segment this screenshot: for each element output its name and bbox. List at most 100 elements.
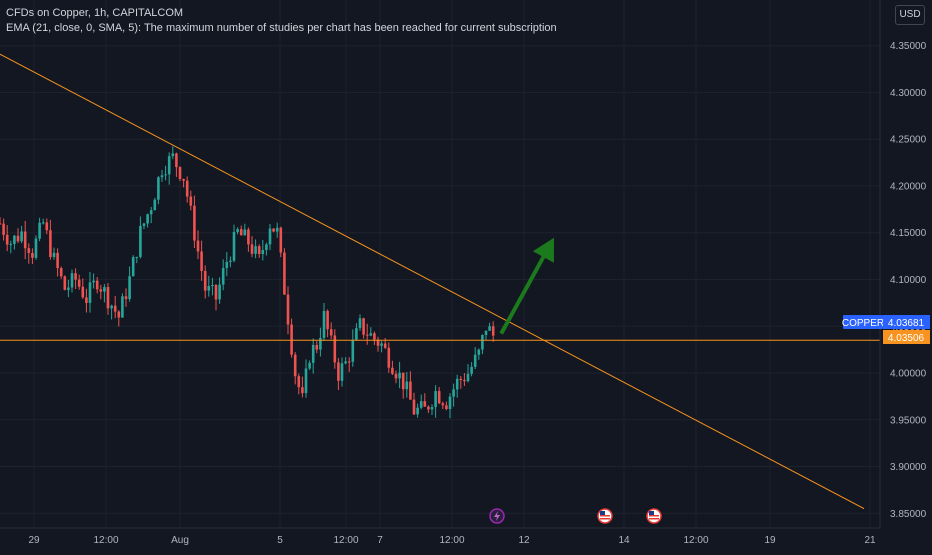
candle-body: [376, 339, 380, 346]
candle-body: [182, 178, 185, 181]
time-tick-label: 12: [518, 535, 530, 546]
candle-body: [355, 328, 358, 340]
candle-body: [347, 361, 351, 363]
lightning-icon-bolt: [494, 511, 500, 521]
candle-body: [293, 354, 297, 377]
time-tick-label: 12:00: [93, 535, 118, 546]
candle-body: [401, 372, 405, 390]
price-tick-label: 3.90000: [890, 462, 927, 473]
candle-body: [484, 330, 488, 335]
candle-body: [283, 252, 286, 295]
candle-body: [178, 167, 182, 179]
candle-body: [175, 153, 178, 168]
us-flag-icon-canton: [649, 511, 654, 515]
candle-body: [470, 366, 473, 374]
candle-body: [185, 180, 189, 197]
candle-body: [34, 238, 38, 258]
candle-body: [463, 379, 466, 382]
candle-body: [265, 244, 268, 251]
candle-body: [128, 276, 131, 300]
us-flag-icon[interactable]: [597, 508, 613, 524]
candle-body: [272, 228, 275, 232]
bullish-arrow: [499, 237, 554, 335]
currency-button[interactable]: USD: [895, 5, 925, 25]
candle-body: [434, 391, 437, 408]
candle-body: [261, 250, 265, 255]
candle-body: [139, 225, 142, 257]
us-flag-icon-stripe: [649, 515, 659, 517]
candle-body: [419, 401, 423, 408]
candle-body: [2, 223, 5, 235]
candle-body: [286, 294, 290, 325]
candle-body: [236, 229, 239, 233]
candle-body: [297, 376, 301, 388]
candle-body: [441, 403, 445, 406]
level-price-tag: [883, 330, 930, 344]
candle-body: [398, 372, 401, 379]
candle-body: [196, 240, 200, 252]
candle-body: [445, 405, 448, 410]
candle-body: [189, 196, 193, 206]
candle-body: [239, 229, 243, 236]
candle-body: [329, 329, 333, 336]
chart-legend: CFDs on Copper, 1h, CAPITALCOM EMA (21, …: [6, 6, 557, 36]
time-tick-label: 7: [377, 535, 383, 546]
candle-body: [409, 381, 412, 400]
candle-body: [157, 177, 160, 200]
candle-body: [149, 210, 153, 215]
level-price-label: 4.03506: [888, 333, 925, 344]
candle-body: [200, 251, 203, 272]
overlays: [0, 53, 880, 510]
study-legend[interactable]: EMA (21, close, 0, SMA, 5): The maximum …: [6, 22, 557, 34]
candle-body: [232, 232, 236, 261]
candle-body: [488, 326, 491, 331]
candle-body: [41, 222, 45, 224]
candle-body: [121, 296, 124, 318]
candle-body: [95, 280, 99, 290]
us-flag-icon[interactable]: [646, 508, 662, 524]
candle-body: [304, 368, 308, 394]
candle-body: [142, 223, 146, 226]
candle-body: [99, 289, 103, 292]
last-price-tag: [883, 315, 930, 329]
candle-body: [247, 229, 250, 245]
candle-body: [448, 396, 452, 410]
candle-body: [473, 354, 477, 367]
candle-body: [81, 286, 85, 298]
time-tick-label: 14: [618, 535, 630, 546]
lightning-icon[interactable]: [489, 508, 505, 524]
candle-body: [38, 222, 41, 239]
time-tick-label: 21: [864, 535, 876, 546]
candle-body: [394, 373, 398, 379]
candle-body: [481, 334, 484, 350]
candle-body: [365, 334, 369, 336]
candle-body: [373, 333, 376, 340]
candle-body: [268, 228, 272, 245]
candle-body: [117, 311, 121, 318]
candle-body: [337, 362, 340, 381]
symbol-tag: [843, 315, 883, 329]
candle-body: [211, 285, 214, 287]
candle-body: [319, 337, 322, 350]
candle-body: [290, 324, 293, 355]
price-axis-panel: [880, 0, 932, 550]
candle-body: [362, 318, 365, 335]
candle-body: [45, 222, 49, 231]
symbol-legend[interactable]: CFDs on Copper, 1h, CAPITALCOM: [6, 7, 184, 19]
candle-body: [250, 244, 254, 254]
us-flag-icon-stripe: [600, 515, 610, 517]
candle-body: [203, 271, 207, 291]
candle-body: [452, 389, 455, 397]
candle-body: [77, 279, 81, 287]
price-tick-label: 4.25000: [890, 135, 927, 146]
time-tick-label: 5: [277, 535, 283, 546]
event-icons: [489, 508, 662, 524]
candle-body: [31, 253, 34, 258]
price-axis: 4.35000 4.30000 4.25000 4.20000 4.15000 4.100…: [879, 0, 932, 550]
candle-body: [0, 223, 2, 225]
candle-body: [193, 205, 196, 241]
time-tick-label: 12:00: [439, 535, 464, 546]
candle-body: [383, 343, 387, 348]
